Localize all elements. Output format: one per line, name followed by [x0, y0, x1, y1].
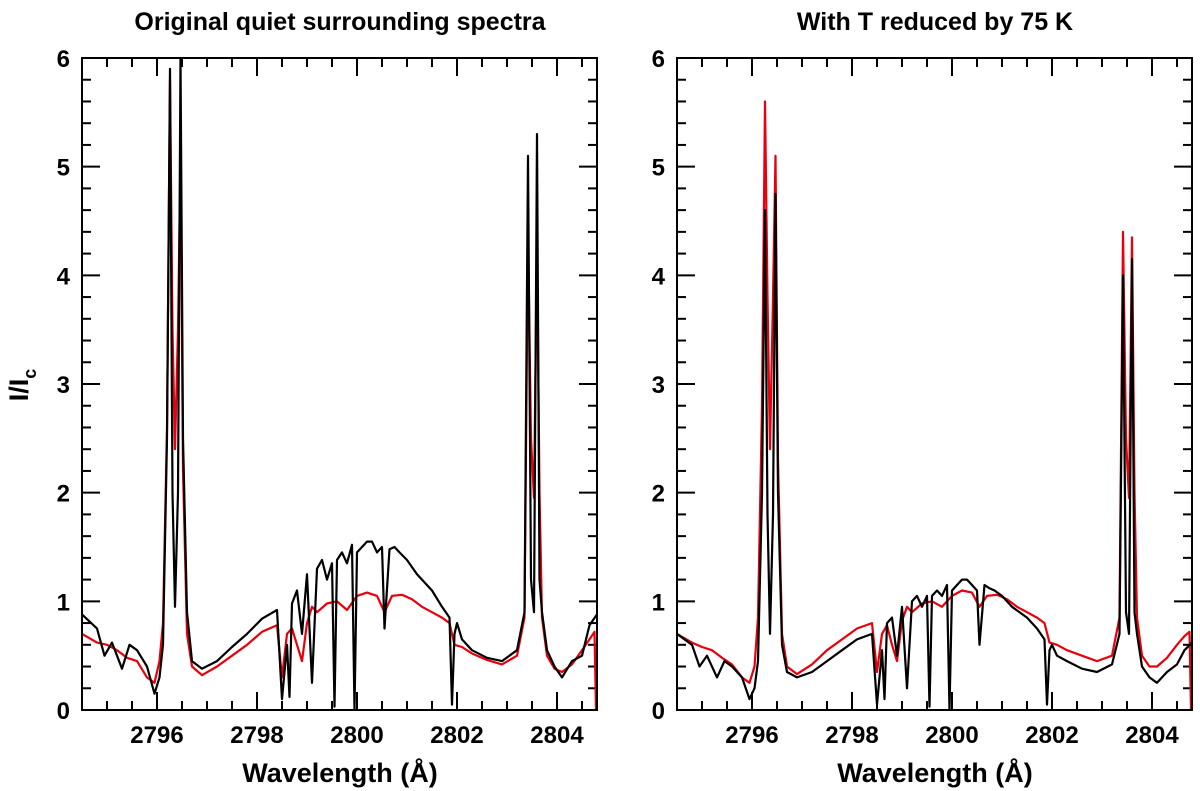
y-tick-label: 2: [57, 481, 70, 508]
panel-right-plot-frame: [676, 57, 1193, 711]
y-tick-label: 2: [652, 481, 665, 508]
series-line-black: [81, 56, 598, 712]
series-line-black: [676, 192, 1193, 712]
x-tick-label: 2796: [725, 722, 778, 749]
x-tick-label: 2800: [925, 722, 978, 749]
x-tick-label: 2798: [230, 722, 283, 749]
x-tick-label: 2798: [825, 722, 878, 749]
series-line-red: [81, 78, 598, 711]
panel-left-x-axis-label: Wavelength (Å): [242, 757, 438, 788]
x-tick-label: 2800: [330, 722, 383, 749]
panel-left-grid-ticks: 2796 2798 2800 2802 2804 0 1 2 3 4 5 6: [57, 46, 597, 749]
x-tick-label: 2796: [130, 722, 183, 749]
y-tick-label: 3: [57, 372, 70, 399]
panel-left: Original quiet surrounding spectra I/Ic …: [4, 8, 598, 788]
panel-left-series-group: [81, 56, 598, 712]
y-tick-label: 5: [652, 155, 665, 182]
y-tick-label: 3: [652, 372, 665, 399]
series-line-red: [676, 100, 1193, 711]
panel-right: With T reduced by 75 K Wavelength (Å) 27…: [652, 8, 1193, 788]
y-tick-label: 0: [652, 698, 665, 725]
x-tick-label: 2802: [1025, 722, 1078, 749]
y-tick-label: 4: [57, 263, 71, 290]
x-tick-label: 2804: [530, 722, 584, 749]
y-tick-label: 0: [57, 698, 70, 725]
panel-left-y-axis-label-sub: c: [20, 369, 40, 379]
x-tick-label: 2804: [1125, 722, 1179, 749]
panel-left-plot-frame: [81, 57, 598, 711]
panel-left-y-axis-label-main: I/I: [4, 379, 34, 402]
panel-right-grid-ticks: 2796 2798 2800 2802 2804 0 1 2 3 4 5 6: [652, 46, 1192, 749]
y-tick-label: 4: [652, 263, 666, 290]
x-tick-label: 2802: [430, 722, 483, 749]
panel-right-title: With T reduced by 75 K: [797, 8, 1073, 36]
panel-right-series-group: [676, 100, 1193, 712]
panel-left-y-axis-label: I/Ic: [4, 369, 40, 402]
y-tick-label: 6: [652, 46, 665, 73]
panel-left-title: Original quiet surrounding spectra: [134, 8, 546, 36]
y-tick-label: 1: [652, 589, 665, 616]
panel-right-x-axis-label: Wavelength (Å): [837, 757, 1033, 788]
y-tick-label: 1: [57, 589, 70, 616]
y-tick-label: 5: [57, 155, 70, 182]
y-tick-label: 6: [57, 46, 70, 73]
